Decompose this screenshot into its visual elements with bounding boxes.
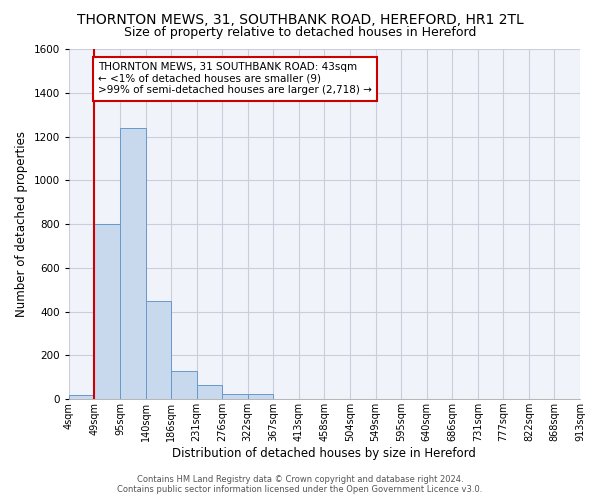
Bar: [120, 128, 146, 399]
Bar: [146, 300, 171, 399]
Bar: [171, 370, 197, 399]
Text: Contains HM Land Registry data © Crown copyright and database right 2024.
Contai: Contains HM Land Registry data © Crown c…: [118, 474, 482, 494]
Bar: [94, 224, 120, 399]
Bar: [248, 394, 273, 399]
Bar: [69, 395, 94, 399]
Y-axis label: Number of detached properties: Number of detached properties: [15, 131, 28, 317]
Bar: [222, 394, 248, 399]
Text: THORNTON MEWS, 31, SOUTHBANK ROAD, HEREFORD, HR1 2TL: THORNTON MEWS, 31, SOUTHBANK ROAD, HEREF…: [77, 12, 523, 26]
Text: Size of property relative to detached houses in Hereford: Size of property relative to detached ho…: [124, 26, 476, 39]
X-axis label: Distribution of detached houses by size in Hereford: Distribution of detached houses by size …: [172, 447, 476, 460]
Bar: [197, 385, 222, 399]
Text: THORNTON MEWS, 31 SOUTHBANK ROAD: 43sqm
← <1% of detached houses are smaller (9): THORNTON MEWS, 31 SOUTHBANK ROAD: 43sqm …: [98, 62, 372, 96]
